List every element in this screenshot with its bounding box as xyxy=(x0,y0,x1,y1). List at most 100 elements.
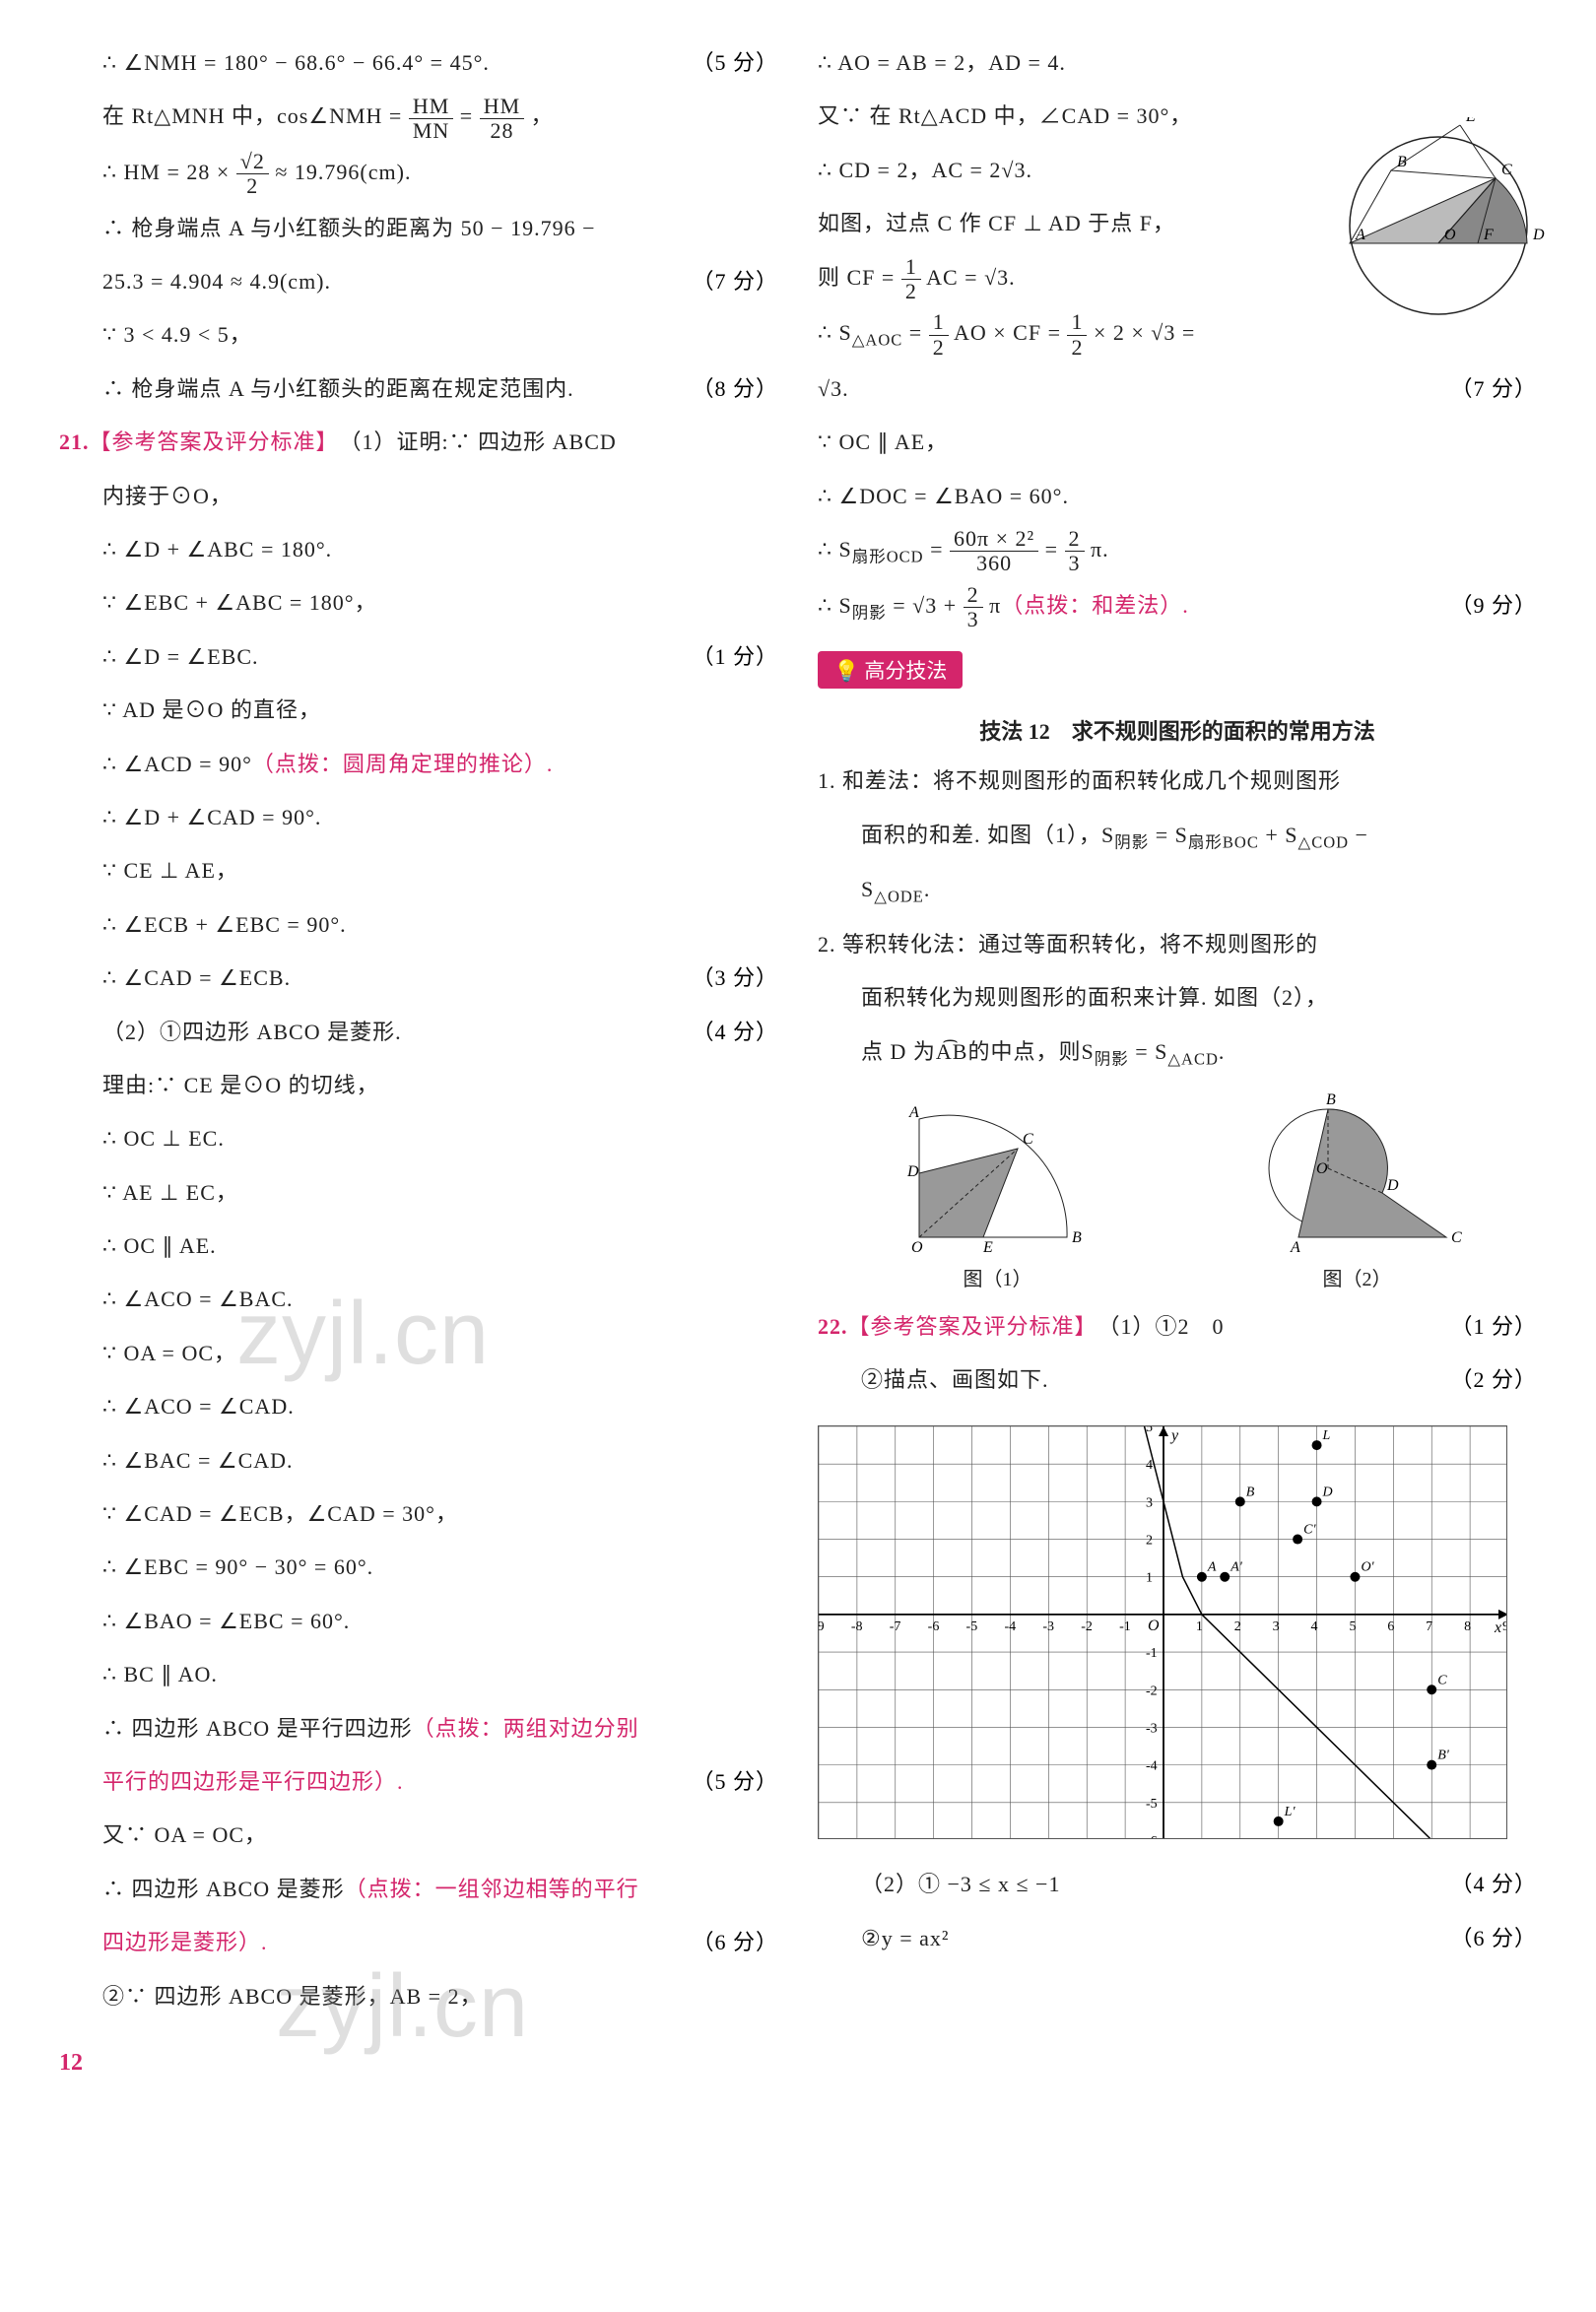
svg-text:-5: -5 xyxy=(966,1619,978,1634)
svg-text:-1: -1 xyxy=(1119,1619,1131,1634)
tip-text: 面积的和差. 如图（1），S阴影 = S扇形BOC + S△COD − xyxy=(818,812,1537,861)
text-line: ∵ AD 是⊙O 的直径， xyxy=(59,687,778,734)
svg-text:C': C' xyxy=(1303,1523,1316,1538)
question-start: 22.【参考答案及评分标准】 （1）①2 0（1 分） xyxy=(818,1303,1537,1351)
text-line: ∵ ∠CAD = ∠ECB，∠CAD = 30°， xyxy=(59,1490,778,1538)
svg-text:O: O xyxy=(1148,1618,1160,1634)
hint-text: （点拨：和差法）. xyxy=(1001,593,1189,618)
math-text: 在 Rt△MNH 中，cos∠NMH = xyxy=(102,103,409,128)
text-line: ∴ ∠NMH = 180° − 68.6° − 66.4° = 45°.（5 分… xyxy=(59,39,778,87)
svg-text:4: 4 xyxy=(1311,1619,1318,1634)
answer-header: 【参考答案及评分标准】 xyxy=(848,1314,1087,1339)
hint-text: （点拨：两组对边分别 xyxy=(413,1716,639,1741)
svg-text:D: D xyxy=(1386,1177,1399,1194)
text-line: ∴ ∠D = ∠EBC.（1 分） xyxy=(59,633,778,681)
left-column: ∴ ∠NMH = 180° − 68.6° − 66.4° = 45°.（5 分… xyxy=(59,39,778,2077)
svg-text:A: A xyxy=(1355,227,1366,243)
svg-text:-3: -3 xyxy=(1042,1619,1054,1634)
svg-text:-3: -3 xyxy=(1146,1722,1158,1737)
score-tag: （5 分） xyxy=(692,1758,778,1806)
hint-text: 平行的四边形是平行四边形）. xyxy=(102,1769,404,1794)
svg-text:6: 6 xyxy=(1387,1619,1394,1634)
score-tag: （7 分） xyxy=(1450,365,1537,413)
svg-text:O: O xyxy=(1444,227,1457,243)
fraction: √22 xyxy=(236,150,269,198)
svg-text:y: y xyxy=(1169,1427,1179,1444)
tip-figure-1: ABCDEO xyxy=(890,1090,1106,1257)
fraction: 23 xyxy=(1065,527,1085,575)
text-line: ∵ OC ∥ AE， xyxy=(818,419,1537,466)
svg-text:A: A xyxy=(908,1104,919,1121)
text-line: ∴ HM = 28 × √22 ≈ 19.796(cm). xyxy=(59,149,778,199)
text-line: ∵ OA = OC， xyxy=(59,1330,778,1377)
svg-text:5: 5 xyxy=(1349,1619,1356,1634)
text-line: ∴ BC ∥ AO. xyxy=(59,1651,778,1698)
svg-text:F: F xyxy=(1483,227,1495,243)
svg-text:4: 4 xyxy=(1146,1458,1153,1473)
text-line: ∴ OC ∥ AE. xyxy=(59,1222,778,1270)
text-line: ∴ ∠BAC = ∠CAD. xyxy=(59,1437,778,1485)
text-line: ∴ S扇形OCD = 60π × 2²360 = 23 π. xyxy=(818,526,1537,576)
score-tag: （5 分） xyxy=(692,39,778,87)
hint-text: （点拨：圆周角定理的推论）. xyxy=(252,752,554,776)
text-line: ∵ AE ⊥ EC， xyxy=(59,1169,778,1217)
text-line: ∴ 枪身端点 A 与小红额头的距离为 50 − 19.796 − xyxy=(59,205,778,252)
svg-text:-8: -8 xyxy=(851,1619,863,1634)
tip-figure-2: ABCDO xyxy=(1249,1090,1466,1257)
svg-text:B': B' xyxy=(1437,1749,1450,1763)
score-tag: （4 分） xyxy=(1450,1861,1537,1908)
tip-text: 面积转化为规则图形的面积来计算. 如图（2）， xyxy=(818,974,1537,1022)
text-line: ∵ ∠EBC + ∠ABC = 180°， xyxy=(59,579,778,627)
answer-header: 【参考答案及评分标准】 xyxy=(90,429,328,454)
fraction: 23 xyxy=(964,583,983,631)
svg-text:-7: -7 xyxy=(890,1619,901,1634)
score-tag: （6 分） xyxy=(692,1919,778,1966)
svg-text:3: 3 xyxy=(1273,1619,1280,1634)
score-tag: （8 分） xyxy=(692,365,778,413)
text-line: ②描点、画图如下.（2 分） xyxy=(818,1356,1537,1404)
svg-text:D: D xyxy=(906,1163,919,1180)
text-line: ∴ AO = AB = 2，AD = 4. xyxy=(818,39,1537,87)
text-line: ∴ S阴影 = √3 + 23 π（点拨：和差法）.（9 分） xyxy=(818,582,1537,632)
figure-caption: 图（1） xyxy=(890,1263,1106,1291)
text-line: ②∵ 四边形 ABCO 是菱形，AB = 2， xyxy=(59,1973,778,2020)
tip-badge: 💡 高分技法 xyxy=(818,651,963,689)
score-tag: （1 分） xyxy=(1450,1303,1537,1351)
text-line: ∵ CE ⊥ AE， xyxy=(59,847,778,894)
fraction: 60π × 2²360 xyxy=(950,527,1038,575)
text-line: ∴ ∠DOC = ∠BAO = 60°. xyxy=(818,473,1537,520)
svg-text:C: C xyxy=(1023,1131,1033,1148)
fraction: 12 xyxy=(929,310,949,359)
svg-text:B: B xyxy=(1326,1091,1336,1108)
text-line: ∵ 3 < 4.9 < 5， xyxy=(59,311,778,359)
svg-text:B: B xyxy=(1397,154,1408,170)
svg-text:B: B xyxy=(1072,1229,1082,1246)
text-line: 又∵ OA = OC， xyxy=(59,1812,778,1859)
svg-text:-4: -4 xyxy=(1004,1619,1016,1634)
svg-text:O: O xyxy=(1316,1160,1328,1177)
text-line: ∴ CD = 2，AC = 2√3. ABCDEOF xyxy=(818,147,1537,194)
text-line: ∴ ∠BAO = ∠EBC = 60°. xyxy=(59,1598,778,1645)
svg-text:O': O' xyxy=(1361,1560,1374,1575)
score-tag: （9 分） xyxy=(1450,582,1537,629)
svg-text:B: B xyxy=(1246,1486,1255,1500)
score-tag: （2 分） xyxy=(1450,1356,1537,1404)
text-line: ∴ 四边形 ABCO 是菱形（点拨：一组邻边相等的平行 xyxy=(59,1866,778,1913)
fraction: HMMN xyxy=(409,95,453,143)
svg-text:-4: -4 xyxy=(1146,1759,1158,1774)
svg-text:D: D xyxy=(1532,227,1546,243)
svg-text:E: E xyxy=(1465,117,1477,125)
tip-text: 1. 和差法：将不规则图形的面积转化成几个规则图形 xyxy=(818,758,1537,805)
text-line: 25.3 = 4.904 ≈ 4.9(cm).（7 分） xyxy=(59,258,778,305)
right-column: ∴ AO = AB = 2，AD = 4. 又∵ 在 Rt△ACD 中，∠CAD… xyxy=(818,39,1537,2077)
score-tag: （7 分） xyxy=(692,258,778,305)
text-line: 平行的四边形是平行四边形）. （5 分） xyxy=(59,1758,778,1806)
svg-text:A': A' xyxy=(1230,1560,1243,1575)
text-line: （2）①四边形 ABCO 是菱形.（4 分） xyxy=(59,1009,778,1056)
svg-text:-9: -9 xyxy=(818,1619,825,1634)
score-tag: （6 分） xyxy=(1450,1915,1537,1962)
text-line: ∴ ∠EBC = 90° − 30° = 60°. xyxy=(59,1544,778,1591)
text-line: ∴ 枪身端点 A 与小红额头的距离在规定范围内.（8 分） xyxy=(59,365,778,413)
svg-text:L: L xyxy=(1322,1428,1331,1443)
question-number: 21. xyxy=(59,429,90,454)
